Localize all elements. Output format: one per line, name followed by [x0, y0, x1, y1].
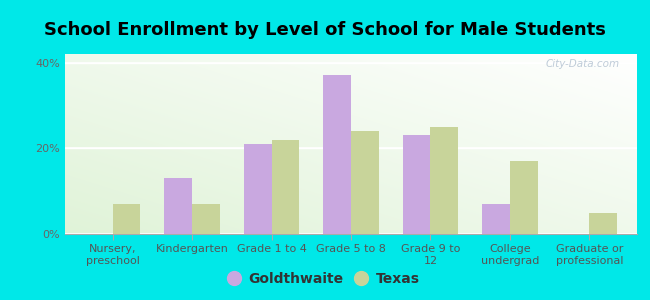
Bar	[482, 204, 510, 234]
Bar	[112, 204, 140, 234]
Text: City-Data.com: City-Data.com	[546, 59, 620, 69]
Bar	[402, 135, 430, 234]
Bar	[590, 213, 617, 234]
Legend: Goldthwaite, Texas: Goldthwaite, Texas	[226, 268, 424, 290]
Text: School Enrollment by Level of School for Male Students: School Enrollment by Level of School for…	[44, 21, 606, 39]
Bar	[430, 127, 458, 234]
Bar	[510, 161, 538, 234]
Bar	[164, 178, 192, 234]
Bar	[351, 131, 379, 234]
Bar	[244, 144, 272, 234]
Bar	[192, 204, 220, 234]
Bar	[323, 75, 351, 234]
Bar	[272, 140, 300, 234]
